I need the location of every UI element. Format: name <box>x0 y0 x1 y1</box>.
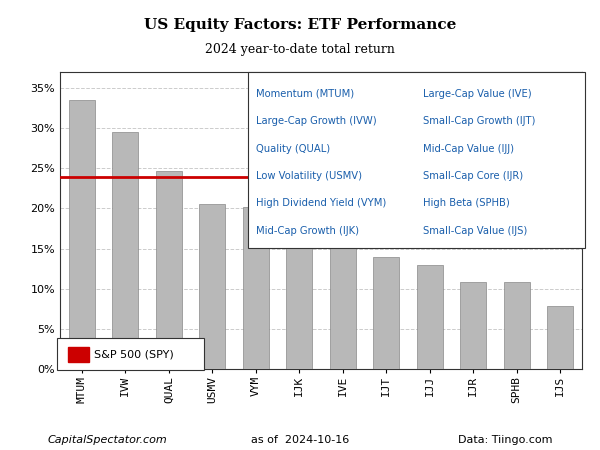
Text: High Dividend Yield (VYM): High Dividend Yield (VYM) <box>256 198 386 208</box>
Bar <box>416 266 443 369</box>
Text: Data: Tiingo.com: Data: Tiingo.com <box>458 435 552 445</box>
Bar <box>243 207 269 369</box>
Bar <box>112 132 139 369</box>
Text: Momentum (MTUM): Momentum (MTUM) <box>256 89 354 99</box>
Text: as of  2024-10-16: as of 2024-10-16 <box>251 435 349 445</box>
Bar <box>330 231 356 369</box>
Bar <box>460 282 486 369</box>
Text: Large-Cap Growth (IVW): Large-Cap Growth (IVW) <box>256 116 376 126</box>
FancyBboxPatch shape <box>248 72 584 248</box>
Text: US Equity Factors: ETF Performance: US Equity Factors: ETF Performance <box>144 18 456 32</box>
Text: S&P 500 (SPY): S&P 500 (SPY) <box>94 349 173 359</box>
Bar <box>199 204 226 369</box>
Bar <box>69 100 95 369</box>
Text: CapitalSpectator.com: CapitalSpectator.com <box>48 435 168 445</box>
Text: Mid-Cap Value (IJJ): Mid-Cap Value (IJJ) <box>423 144 514 153</box>
Text: Large-Cap Value (IVE): Large-Cap Value (IVE) <box>423 89 532 99</box>
FancyBboxPatch shape <box>58 338 203 370</box>
Text: Mid-Cap Growth (IJK): Mid-Cap Growth (IJK) <box>256 225 359 236</box>
Text: Small-Cap Growth (IJT): Small-Cap Growth (IJT) <box>423 116 535 126</box>
Text: High Beta (SPHB): High Beta (SPHB) <box>423 198 509 208</box>
Bar <box>504 282 530 369</box>
Text: Small-Cap Value (IJS): Small-Cap Value (IJS) <box>423 225 527 236</box>
Bar <box>286 214 313 369</box>
Text: Low Volatility (USMV): Low Volatility (USMV) <box>256 171 362 181</box>
Text: Small-Cap Core (IJR): Small-Cap Core (IJR) <box>423 171 523 181</box>
Text: Quality (QUAL): Quality (QUAL) <box>256 144 330 153</box>
Bar <box>68 346 89 361</box>
Bar <box>547 306 574 369</box>
Bar <box>156 171 182 369</box>
Text: 2024 year-to-date total return: 2024 year-to-date total return <box>205 43 395 56</box>
Bar <box>373 256 400 369</box>
